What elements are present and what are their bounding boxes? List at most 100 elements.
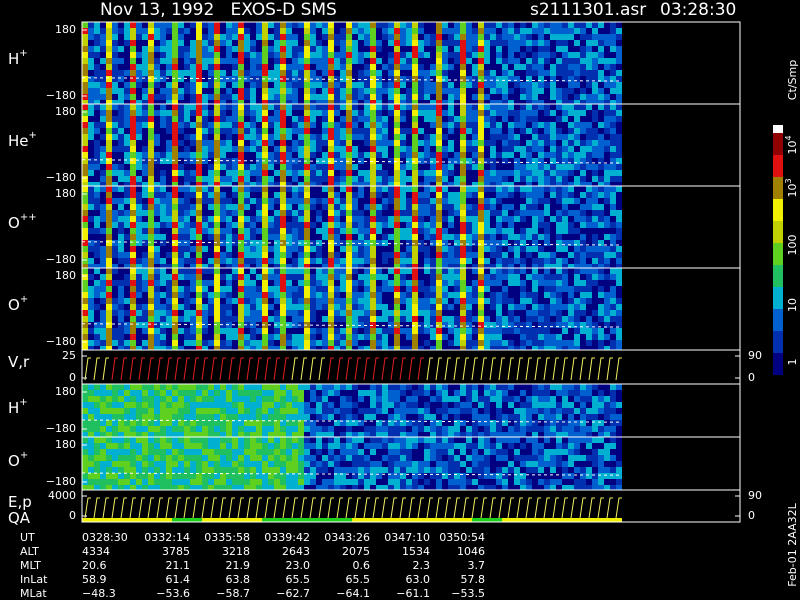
spectrogram-cell [382,204,388,210]
spectrogram-cell [130,58,136,64]
spectrogram-cell [304,58,310,64]
spectrogram-cell [598,28,604,34]
spectrogram-cell [502,340,508,346]
spectrogram-cell [454,146,460,152]
spectrogram-cell [472,146,478,152]
spectrogram-cell [496,158,502,164]
spectrogram-cell [166,34,172,40]
spectrogram-cell [220,310,226,316]
spectrogram-cell [502,286,508,292]
spectrogram-cell [574,146,580,152]
spectrogram-cell [370,176,376,182]
spectrogram-cell [610,76,616,82]
spectrogram-cell [328,240,334,246]
spectrogram-cell [196,52,202,58]
spectrogram-cell [202,292,208,298]
spectrogram-cell [82,328,88,334]
spectrogram-cell [514,76,520,82]
spectrogram-cell [388,82,394,88]
spectrogram-cell [118,340,124,346]
spectrogram-cell [586,122,592,128]
spectrogram-cell [424,100,430,104]
spectrogram-cell [334,252,340,258]
spectrogram-cell [100,240,106,246]
spectrogram-cell [208,216,214,222]
spectrogram-cell [100,340,106,346]
spectrogram-cell [112,298,118,304]
spectrogram-cell [286,334,292,340]
spectrogram-cell [550,28,556,34]
spectrogram-cell [118,158,124,164]
spectrogram-cell [430,52,436,58]
spectrogram-cell [484,146,490,152]
spectrogram-cell [526,258,532,264]
spectrogram-cell [196,64,202,70]
spectrogram-cell [262,328,268,334]
spectrogram-cell [352,292,358,298]
spectrogram-cell [394,58,400,64]
spectrogram-cell [136,298,142,304]
spectrogram-cell [334,170,340,176]
spectrogram-cell [490,88,496,94]
spectrogram-cell [286,210,292,216]
spectrogram-cell [124,182,130,186]
spectrogram-cell [280,274,286,280]
spectrogram-cell [352,286,358,292]
spectrogram-cell [244,234,250,240]
spectrogram-cell [322,292,328,298]
spectrogram-cell [154,28,160,34]
spectrogram-cell [472,70,478,76]
spectrogram-cell [190,334,196,340]
spectrogram-cell [544,110,550,116]
spectrogram-cell [586,216,592,222]
spectrogram-cell [598,258,604,264]
spectrogram-cell [130,298,136,304]
spectrogram-cell [574,100,580,104]
spectrogram-cell [412,258,418,264]
spectrogram-cell [220,40,226,46]
spectrogram-cell [484,292,490,298]
spectrogram-cell [232,252,238,258]
spectrogram-cell [304,328,310,334]
spectrogram-cell [490,280,496,286]
spectrogram-cell [568,246,574,252]
spectrogram-cell [478,228,484,234]
spectrogram-cell [502,170,508,176]
spectrogram-cell [400,58,406,64]
spectrogram-cell [376,152,382,158]
spectrogram-cell [244,216,250,222]
spectrogram-cell [262,286,268,292]
spectrogram-cell [100,258,106,264]
spectrogram-cell [208,182,214,186]
spectrogram-cell [208,40,214,46]
spectrogram-cell [520,140,526,146]
spectrogram-cell [226,274,232,280]
spectrogram-cell [544,252,550,258]
spectrogram-cell [82,280,88,286]
spectrogram-cell [562,158,568,164]
spectrogram-cell [154,34,160,40]
spectrogram-cell [88,258,94,264]
spectrogram-cell [322,176,328,182]
spectrogram-cell [358,58,364,64]
spectrogram-cell [256,240,262,246]
spectrogram-cell [136,340,142,346]
spectrogram-cell [196,100,202,104]
spectrogram-cell [454,158,460,164]
spectrogram-cell [136,346,142,350]
spectrogram-cell [280,40,286,46]
spectrogram-cell [292,246,298,252]
species: O [8,213,20,231]
spectrogram-cell [136,328,142,334]
spectrogram-cell [400,152,406,158]
spectrogram-cell [268,340,274,346]
spectrogram-cell [526,192,532,198]
spectrogram-cell [580,128,586,134]
spectrogram-cell [136,286,142,292]
spectrogram-cell [118,22,124,28]
spectrogram-cell [244,192,250,198]
spectrogram-cell [148,198,154,204]
spectrogram-cell [112,70,118,76]
spectrogram-cell [592,28,598,34]
spectrogram-cell [382,310,388,316]
